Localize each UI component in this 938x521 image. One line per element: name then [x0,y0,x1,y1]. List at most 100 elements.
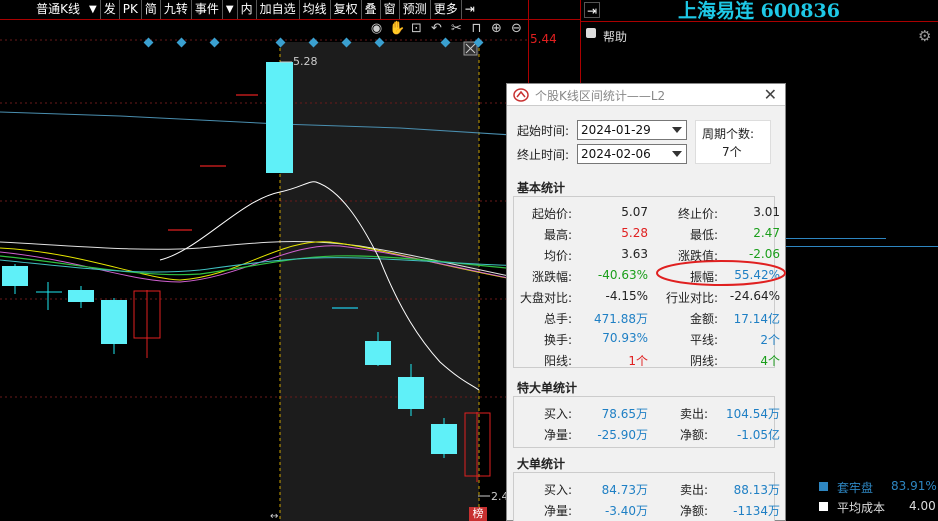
candle-bar [365,341,391,365]
candle-bar [2,266,28,286]
kline-chart[interactable] [0,20,528,521]
undo-icon[interactable]: ↶ [431,21,442,36]
legend-swatch-avg-cost [819,502,828,511]
amplitude-label: 振幅: [689,270,718,284]
legend-value-locked: 83.91% [891,479,937,493]
toolbar-item-nine-turn[interactable]: 九转 [161,0,192,19]
change-pct-label: 涨跌幅: [531,270,572,284]
candle-bar [68,290,94,302]
dialog-header[interactable]: 个股K线区间统计——L2 ✕ [507,84,785,106]
legend-label-avg-cost: 平均成本 [837,501,886,515]
chip-line [786,238,886,239]
end-price-value: 3.01 [753,205,780,219]
start-time-select[interactable]: 2024-01-29 [577,120,687,140]
end-time-select[interactable]: 2024-02-06 [577,144,687,164]
candle-bar [398,377,424,409]
toolbar-bottom-border [0,19,580,20]
period-count-box: 周期个数: 7个 [695,120,771,164]
candle-bar-up [133,290,161,339]
red-tick-marks [168,94,258,231]
amount-label: 金额: [689,312,718,326]
chevron-down-icon [672,151,682,157]
legend-value-avg-cost: 4.00 [909,499,936,513]
hand-icon[interactable]: ✋ [389,21,406,36]
toolbar-item-pk[interactable]: PK [120,0,142,19]
panel-pin-icon[interactable]: ⇥ [584,2,600,18]
kline-type-select[interactable]: 普通K线 [0,0,86,19]
avg-price-value: 3.63 [621,247,648,261]
l-sell-label: 卖出: [679,483,708,497]
start-time-value: 2024-01-29 [581,123,651,137]
flat-count-label: 平线: [689,333,718,347]
toolbar-item-window[interactable]: 窗 [381,0,400,19]
scissors-icon[interactable]: ✂ [451,21,462,36]
end-time-label: 终止时间: [517,148,570,162]
xl-buy-value: 78.65万 [601,407,648,421]
settings-gear-icon[interactable]: ⚙ [918,27,932,45]
range-start-handle[interactable]: ↔ [270,511,279,521]
toolbar-item-ma[interactable]: 均线 [300,0,331,19]
lock-icon[interactable]: ⊓ [471,21,482,36]
toolbar-item-fa[interactable]: 发 [101,0,120,19]
end-time-value: 2024-02-06 [581,147,651,161]
panel-title-border [581,21,938,22]
dialog-title: 个股K线区间统计——L2 [535,89,666,103]
xl-buy-label: 买入: [543,407,572,421]
change-pct-value: -40.63% [597,268,648,282]
kline-type-dropdown-icon[interactable]: ▼ [86,0,101,19]
extra-large-orders-box: 买入: 78.65万 卖出: 104.54万 净量: -25.90万 净额: -… [513,396,780,448]
volume-value: 471.88万 [594,312,648,326]
chip-line [786,246,938,247]
toolbar-item-adjust[interactable]: 复权 [331,0,362,19]
candle-bar [101,300,127,344]
ranking-tag[interactable]: 榜 [469,507,487,521]
range-select-icon[interactable]: ⊡ [411,21,422,36]
xl-sell-value: 104.54万 [726,407,780,421]
toolbar-item-forecast[interactable]: 预测 [400,0,431,19]
chart-toolbar: 普通K线 ▼ 发 PK 简 九转 事件 ▼ 内 加自选 均线 复权 叠 窗 预测… [0,0,530,19]
toolbar-item-events[interactable]: 事件 [192,0,223,19]
xl-net-amount-label: 净额: [679,428,708,442]
grid-lines [0,39,528,398]
period-count-value: 7个 [722,145,742,159]
l-net-amount-label: 净额: [679,504,708,518]
avg-price-label: 均价: [543,249,572,263]
toolbar-item-overlay[interactable]: 叠 [362,0,381,19]
zoom-out-icon[interactable]: ⊖ [511,21,522,36]
kline-type-label: 普通K线 [36,2,80,16]
toolbar-item-inner[interactable]: 内 [238,0,257,19]
start-price-value: 5.07 [621,205,648,219]
l-net-volume-label: 净量: [543,504,572,518]
basic-stats-box: 起始价: 5.07 终止价: 3.01 最高: 5.28 最低: 2.47 均价… [513,196,780,368]
eye-icon[interactable]: ◉ [370,21,383,36]
price-axis-top-label: 5.44 [530,32,557,46]
volume-label: 总手: [543,312,572,326]
toolbar-item-more[interactable]: 更多 [431,0,462,19]
dialog-close-icon[interactable]: ✕ [763,85,777,104]
basic-stats-title: 基本统计 [517,181,566,195]
large-orders-box: 买入: 84.73万 卖出: 88.13万 净量: -3.40万 净额: -11… [513,472,780,521]
high-label: 最高: [543,228,572,242]
industry-compare-label: 行业对比: [665,291,718,305]
industry-compare-value: -24.64% [729,289,780,303]
start-time-label: 起始时间: [517,124,570,138]
l-net-amount-value: -1134万 [733,504,780,518]
legend-swatch-locked [819,482,828,491]
toolbar-item-simple[interactable]: 简 [142,0,161,19]
xl-net-volume-label: 净量: [543,428,572,442]
market-compare-label: 大盘对比: [519,291,572,305]
xl-sell-label: 卖出: [679,407,708,421]
zoom-in-icon[interactable]: ⊕ [491,21,502,36]
turnover-label: 换手: [543,333,572,347]
events-dropdown-icon[interactable]: ▼ [223,0,238,19]
stock-title: 上海易连 600836 [678,0,840,22]
help-link[interactable]: 帮助 [603,30,628,44]
up-count-label: 阳线: [543,354,572,368]
end-price-label: 终止价: [677,207,718,221]
candles [2,62,491,482]
toolbar-item-add-watchlist[interactable]: 加自选 [257,0,300,19]
pin-icon[interactable]: ⇥ [464,2,475,16]
high-value: 5.28 [621,226,648,240]
l-buy-value: 84.73万 [601,483,648,497]
